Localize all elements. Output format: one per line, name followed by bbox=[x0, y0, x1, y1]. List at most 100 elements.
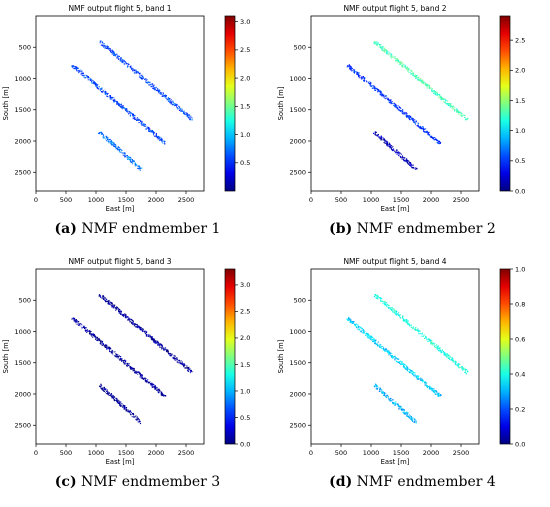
x-tick-label: 2500 bbox=[453, 449, 470, 457]
colorbar-tick-label: 2.5 bbox=[240, 308, 250, 316]
x-tick-label: 2500 bbox=[178, 449, 195, 457]
nmf-map-chart: NMF output flight 5, band 1 0 500 1000 1500 2… bbox=[2, 4, 250, 213]
y-tick-label: 1500 bbox=[14, 359, 31, 367]
nmf-map-chart: NMF output flight 5, band 4 0 500 1000 1500 2… bbox=[277, 257, 525, 466]
colorbar bbox=[224, 15, 236, 192]
x-tick-label: 1000 bbox=[363, 196, 380, 204]
chart-title: NMF output flight 5, band 3 bbox=[68, 257, 171, 266]
y-tick-label: 2500 bbox=[289, 422, 306, 430]
y-tick-label: 1000 bbox=[289, 328, 306, 336]
caption-letter: (c) bbox=[54, 474, 77, 490]
chart-title: NMF output flight 5, band 4 bbox=[343, 257, 446, 266]
flight-strip-1 bbox=[98, 294, 194, 374]
panel-caption: (a) NMF endmember 1 bbox=[0, 221, 275, 237]
x-tick-label: 1500 bbox=[393, 449, 410, 457]
chart-title: NMF output flight 5, band 1 bbox=[68, 4, 171, 13]
x-tick-label: 500 bbox=[60, 196, 72, 204]
flight-strip-2 bbox=[71, 65, 167, 145]
chart-title: NMF output flight 5, band 2 bbox=[343, 4, 446, 13]
x-axis-label: East [m] bbox=[381, 205, 410, 213]
colorbar-tick-label: 3.0 bbox=[240, 18, 250, 26]
panel-caption: (b) NMF endmember 2 bbox=[275, 221, 550, 237]
x-tick-label: 0 bbox=[309, 449, 313, 457]
flight-strip-3 bbox=[373, 383, 418, 424]
x-tick-label: 2000 bbox=[148, 449, 165, 457]
y-axis-label: South [m] bbox=[277, 339, 285, 373]
x-tick-label: 0 bbox=[309, 196, 313, 204]
flight-strip-2 bbox=[71, 317, 167, 397]
x-tick-label: 2000 bbox=[148, 196, 165, 204]
flight-strip-1 bbox=[373, 293, 469, 375]
colorbar-tick-label: 1.0 bbox=[240, 387, 250, 395]
flight-strip-2 bbox=[346, 64, 442, 145]
panel-caption: (c) NMF endmember 3 bbox=[0, 474, 275, 490]
y-tick-label: 500 bbox=[19, 44, 31, 52]
x-tick-label: 2500 bbox=[178, 196, 195, 204]
caption-letter: (b) bbox=[329, 221, 353, 237]
figure-panel-4: NMF output flight 5, band 4 0 500 1000 1500 2… bbox=[275, 253, 550, 506]
y-tick-label: 500 bbox=[294, 297, 306, 305]
flight-strip-3 bbox=[98, 131, 143, 171]
y-axis-label: South [m] bbox=[2, 86, 10, 120]
y-tick-label: 1000 bbox=[14, 328, 31, 336]
figure-panel-2: NMF output flight 5, band 2 0 500 1000 1500 2… bbox=[275, 0, 550, 253]
flight-strip-1 bbox=[373, 41, 469, 121]
x-axis-label: East [m] bbox=[381, 458, 410, 466]
x-axis-label: East [m] bbox=[106, 205, 135, 213]
x-tick-label: 500 bbox=[335, 196, 347, 204]
figure-panel-1: NMF output flight 5, band 1 0 500 1000 1500 2… bbox=[0, 0, 275, 253]
x-tick-label: 1000 bbox=[88, 196, 105, 204]
flight-strip-1 bbox=[99, 40, 194, 121]
x-tick-label: 1500 bbox=[118, 449, 135, 457]
colorbar-tick-label: 1.5 bbox=[240, 103, 250, 111]
flight-strip-3 bbox=[98, 383, 142, 425]
colorbar-tick-label: 1.5 bbox=[240, 361, 250, 369]
panel-caption: (d) NMF endmember 4 bbox=[275, 474, 550, 490]
caption-letter: (d) bbox=[329, 474, 353, 490]
colorbar-tick-label: 1.5 bbox=[515, 97, 525, 105]
colorbar-tick-label: 0.0 bbox=[515, 440, 525, 448]
colorbar-tick-label: 2.5 bbox=[240, 46, 250, 54]
nmf-map-chart: NMF output flight 5, band 3 0 500 1000 1500 2… bbox=[2, 257, 250, 466]
figure-panel-3: NMF output flight 5, band 3 0 500 1000 1500 2… bbox=[0, 253, 275, 506]
colorbar-tick-label: 0.5 bbox=[240, 414, 250, 422]
colorbar bbox=[499, 15, 511, 192]
x-tick-label: 1500 bbox=[118, 196, 135, 204]
x-tick-label: 1500 bbox=[393, 196, 410, 204]
y-tick-label: 2500 bbox=[14, 169, 31, 177]
colorbar-tick-label: 1.0 bbox=[515, 127, 525, 135]
colorbar-tick-label: 0.2 bbox=[515, 405, 525, 413]
y-tick-label: 1000 bbox=[289, 75, 306, 83]
colorbar-tick-label: 0.5 bbox=[515, 157, 525, 165]
y-tick-label: 1500 bbox=[14, 106, 31, 114]
colorbar-tick-label: 3.0 bbox=[240, 281, 250, 289]
x-tick-label: 1000 bbox=[363, 449, 380, 457]
x-tick-label: 2000 bbox=[423, 449, 440, 457]
y-tick-label: 2000 bbox=[289, 137, 306, 145]
y-tick-label: 2000 bbox=[289, 390, 306, 398]
flight-strip-3 bbox=[372, 131, 418, 170]
colorbar-tick-label: 1.0 bbox=[515, 265, 525, 273]
x-tick-label: 2000 bbox=[423, 196, 440, 204]
colorbar-tick-label: 2.0 bbox=[240, 74, 250, 82]
nmf-map-chart: NMF output flight 5, band 2 0 500 1000 1500 2… bbox=[277, 4, 525, 213]
x-tick-label: 0 bbox=[34, 449, 38, 457]
x-axis-label: East [m] bbox=[106, 458, 135, 466]
colorbar-tick-label: 0.0 bbox=[515, 187, 525, 195]
flight-strip-2 bbox=[346, 316, 442, 397]
y-tick-label: 1500 bbox=[289, 359, 306, 367]
caption-text: NMF endmember 2 bbox=[356, 221, 496, 237]
caption-text: NMF endmember 3 bbox=[81, 474, 221, 490]
caption-text: NMF endmember 4 bbox=[356, 474, 496, 490]
caption-text: NMF endmember 1 bbox=[81, 221, 221, 237]
y-tick-label: 2000 bbox=[14, 390, 31, 398]
x-tick-label: 1000 bbox=[88, 449, 105, 457]
colorbar-tick-label: 1.0 bbox=[240, 131, 250, 139]
x-tick-label: 0 bbox=[34, 196, 38, 204]
colorbar-tick-label: 0.8 bbox=[515, 300, 525, 308]
caption-letter: (a) bbox=[54, 221, 77, 237]
x-tick-label: 500 bbox=[60, 449, 72, 457]
y-tick-label: 2500 bbox=[289, 169, 306, 177]
colorbar-tick-label: 2.0 bbox=[240, 334, 250, 342]
y-axis-label: South [m] bbox=[277, 86, 285, 120]
